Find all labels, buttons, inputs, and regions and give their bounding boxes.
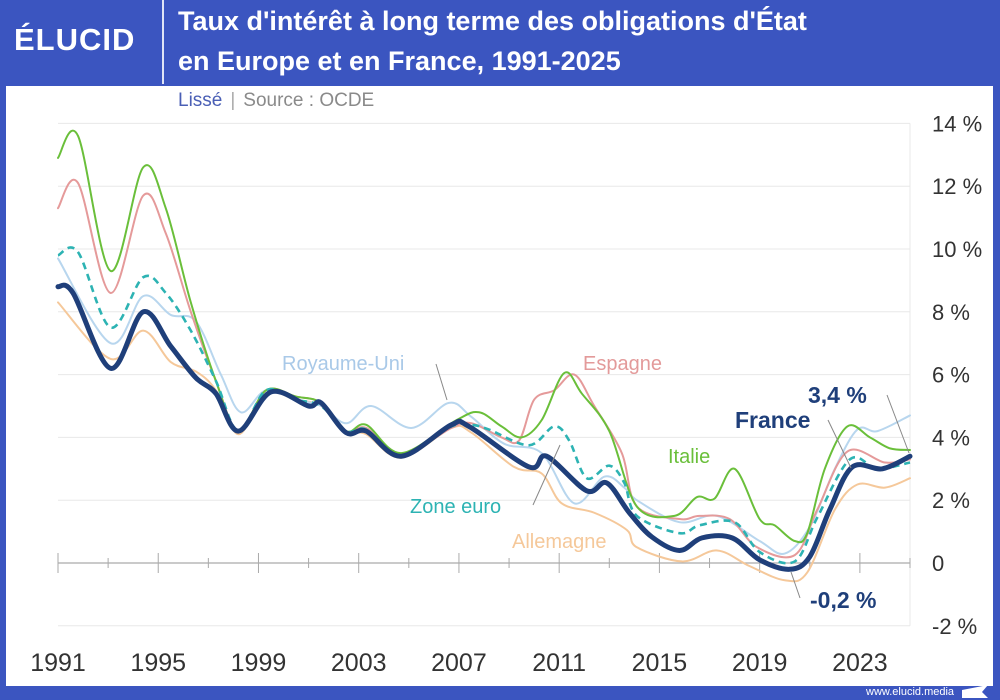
leader-line-min-value	[790, 571, 801, 599]
leader-line-france	[827, 419, 852, 469]
x-tick-label: 1991	[30, 649, 86, 677]
label-zone-euro: Zone euro	[410, 496, 501, 518]
subtitle-source: Source : OCDE	[243, 90, 375, 111]
series-line-royaume-uni	[57, 257, 911, 555]
label-france: France	[735, 407, 810, 433]
y-tick-label: 0	[932, 551, 944, 576]
label-espagne: Espagne	[583, 353, 662, 375]
y-tick-label: 10 %	[932, 237, 982, 262]
annotation-last-value: 3,4 %	[808, 382, 867, 408]
x-tick-label: 1995	[130, 649, 186, 677]
series-line-espagne	[57, 178, 911, 559]
x-tick-label: 2023	[832, 649, 888, 677]
chart-title-line1: Taux d'intérêt à long terme des obligati…	[178, 6, 807, 36]
leader-line-zone-euro	[532, 444, 561, 506]
y-tick-label: 12 %	[932, 174, 982, 199]
label-royaume-uni: Royaume-Uni	[282, 353, 404, 375]
x-tick-label: 2003	[331, 649, 387, 677]
series-line-allemagne	[57, 301, 911, 583]
y-tick-label: 14 %	[932, 111, 982, 136]
series-line-italie	[57, 129, 911, 544]
x-tick-label: 2007	[431, 649, 487, 677]
y-tick-label: 8 %	[932, 300, 970, 325]
y-tick-label: 4 %	[932, 425, 970, 450]
leader-line-last-value	[886, 394, 910, 454]
elucid-logo[interactable]: ÉLUCID	[14, 22, 136, 57]
y-tick-label: 2 %	[932, 488, 970, 513]
series-line-zone-euro	[57, 246, 911, 565]
x-tick-label: 2011	[532, 649, 586, 677]
x-tick-label: 1999	[231, 649, 287, 677]
elucid-flag-icon	[962, 685, 988, 698]
series-line-france	[55, 282, 913, 572]
x-tick-label: 2019	[732, 649, 788, 677]
y-tick-label: -2 %	[932, 614, 977, 639]
header-divider	[162, 0, 164, 84]
website-link[interactable]: www.elucid.media	[866, 686, 955, 698]
x-tick-label: 2015	[632, 649, 688, 677]
label-allemagne: Allemagne	[512, 531, 607, 553]
subtitle-separator: |	[230, 90, 236, 111]
subtitle: Lissé | Source : OCDE	[178, 90, 374, 112]
annotation-min-value: -0,2 %	[810, 587, 876, 613]
leader-line-uk	[435, 363, 448, 401]
chart-title-line2: en Europe et en France, 1991-2025	[178, 46, 621, 76]
label-italie: Italie	[668, 446, 710, 468]
y-tick-label: 6 %	[932, 363, 970, 388]
subtitle-smoothed: Lissé	[178, 90, 223, 111]
